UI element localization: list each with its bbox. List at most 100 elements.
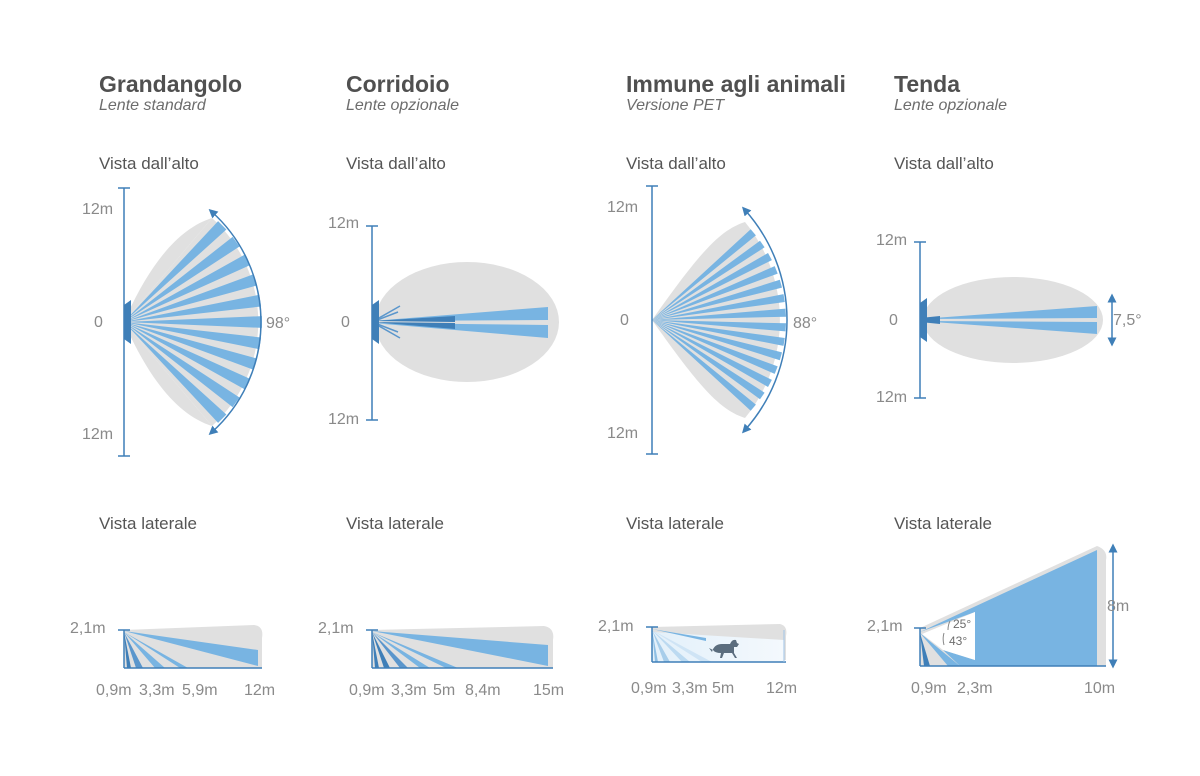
distance-label: 3,3m bbox=[672, 680, 708, 697]
panel-subtitle-corridor: Lente opzionale bbox=[346, 97, 459, 114]
distance-label-bottom: 12m bbox=[328, 411, 359, 428]
height-label: 8m bbox=[1107, 598, 1129, 615]
beam bbox=[652, 240, 765, 320]
beam bbox=[652, 630, 670, 662]
sensor-icon bbox=[920, 298, 927, 342]
mount-height-label: 2,1m bbox=[70, 620, 106, 637]
panel-title-corridor: Corridoio bbox=[346, 71, 450, 97]
side-view-pet: 2,1m 0,9m 3,3m 5m 12m bbox=[598, 618, 797, 697]
side-view-label: Vista laterale bbox=[894, 514, 992, 533]
beam bbox=[372, 632, 408, 668]
panel-title-pet: Immune agli animali bbox=[626, 71, 846, 97]
mount-height-label: 2,1m bbox=[318, 620, 354, 637]
coverage-zone bbox=[923, 277, 1103, 363]
side-view-label: Vista laterale bbox=[99, 514, 197, 533]
top-view-curtain: 7,5° 12m 0 12m bbox=[876, 232, 1142, 406]
side-view-wide-angle: 2,1m 0,9m 3,3m 5,9m 12m bbox=[70, 620, 275, 699]
beam bbox=[920, 321, 1097, 334]
distance-label: 5m bbox=[712, 680, 734, 697]
top-view-label: Vista dall’alto bbox=[99, 154, 199, 173]
distance-label-center: 0 bbox=[341, 314, 350, 331]
top-view-pet: 88° 12m 0 12m bbox=[607, 185, 817, 455]
distance-label-top: 12m bbox=[607, 199, 638, 216]
panel-subtitle-wide-angle: Lente standard bbox=[99, 97, 207, 114]
top-view-label: Vista dall’alto bbox=[626, 154, 726, 173]
beam bbox=[372, 322, 455, 329]
coverage-zone bbox=[124, 218, 212, 426]
beam bbox=[652, 294, 785, 320]
beam bbox=[124, 322, 258, 370]
distance-label: 12m bbox=[244, 682, 275, 699]
beam bbox=[652, 630, 712, 662]
angle-arc bbox=[942, 632, 945, 646]
beam bbox=[920, 306, 1097, 319]
beam bbox=[124, 221, 227, 322]
sensor-icon bbox=[124, 300, 131, 344]
side-view-label: Vista laterale bbox=[626, 514, 724, 533]
side-view-curtain: 25° 43° 8m 2,1m 0,9m 2,3m 10m bbox=[867, 543, 1129, 697]
beam bbox=[652, 320, 756, 411]
distance-label-top: 12m bbox=[82, 201, 113, 218]
beam bbox=[124, 316, 262, 328]
beam bbox=[920, 550, 1097, 666]
panel-title-wide-angle: Grandangolo bbox=[99, 71, 242, 97]
beam bbox=[124, 632, 143, 668]
distance-label-top: 12m bbox=[328, 215, 359, 232]
distance-label: 5,9m bbox=[182, 682, 218, 699]
beam bbox=[652, 320, 785, 346]
beam bbox=[124, 632, 165, 668]
distance-label-top: 12m bbox=[876, 232, 907, 249]
mount-height-label: 2,1m bbox=[598, 618, 634, 635]
beam bbox=[920, 633, 930, 666]
distance-label: 2,3m bbox=[957, 680, 993, 697]
distance-label: 0,9m bbox=[631, 680, 667, 697]
distance-label: 10m bbox=[1084, 680, 1115, 697]
beam-gap bbox=[922, 612, 975, 660]
distance-label-bottom: 12m bbox=[82, 426, 113, 443]
beam bbox=[652, 630, 690, 662]
angle-arc bbox=[742, 206, 788, 434]
beam bbox=[372, 632, 390, 668]
angle-label: 7,5° bbox=[1113, 312, 1142, 329]
angle-label: 43° bbox=[949, 634, 967, 648]
beam bbox=[652, 253, 772, 320]
beam-fan bbox=[124, 221, 262, 423]
panel-subtitle-pet: Versione PET bbox=[626, 97, 725, 114]
distance-label-center: 0 bbox=[94, 314, 103, 331]
angle-arc bbox=[947, 620, 951, 631]
beam bbox=[652, 320, 765, 400]
beam bbox=[372, 323, 548, 338]
beam bbox=[372, 307, 548, 321]
beam bbox=[124, 632, 188, 668]
beam bbox=[124, 322, 227, 423]
distance-label: 15m bbox=[533, 682, 564, 699]
distance-label-center: 0 bbox=[889, 312, 898, 329]
top-view-wide-angle: 98° 12m 0 12m bbox=[82, 187, 290, 457]
beam bbox=[124, 631, 258, 666]
side-view-corridor: 2,1m 0,9m 3,3m 5m 8,4m 15m bbox=[318, 620, 564, 699]
distance-label: 5m bbox=[433, 682, 455, 699]
distance-label: 0,9m bbox=[349, 682, 385, 699]
beam bbox=[124, 274, 258, 322]
panel-title-curtain: Tenda bbox=[894, 71, 960, 97]
angle-label: 98° bbox=[266, 315, 290, 332]
coverage-zone bbox=[375, 262, 559, 382]
top-view-label: Vista dall’alto bbox=[346, 154, 446, 173]
beam bbox=[920, 633, 960, 666]
distance-label: 8,4m bbox=[465, 682, 501, 699]
beam bbox=[372, 632, 458, 668]
angle-label: 25° bbox=[953, 617, 971, 631]
distance-label: 12m bbox=[766, 680, 797, 697]
sensor-icon bbox=[372, 300, 379, 344]
top-view-label: Vista dall’alto bbox=[894, 154, 994, 173]
distance-label-bottom: 12m bbox=[876, 389, 907, 406]
distance-label-bottom: 12m bbox=[607, 425, 638, 442]
beam bbox=[124, 294, 262, 322]
mount-height-label: 2,1m bbox=[867, 618, 903, 635]
distance-label: 3,3m bbox=[391, 682, 427, 699]
beam bbox=[372, 631, 548, 666]
distance-label: 0,9m bbox=[911, 680, 947, 697]
dog-icon bbox=[709, 639, 739, 658]
beam bbox=[652, 308, 786, 320]
